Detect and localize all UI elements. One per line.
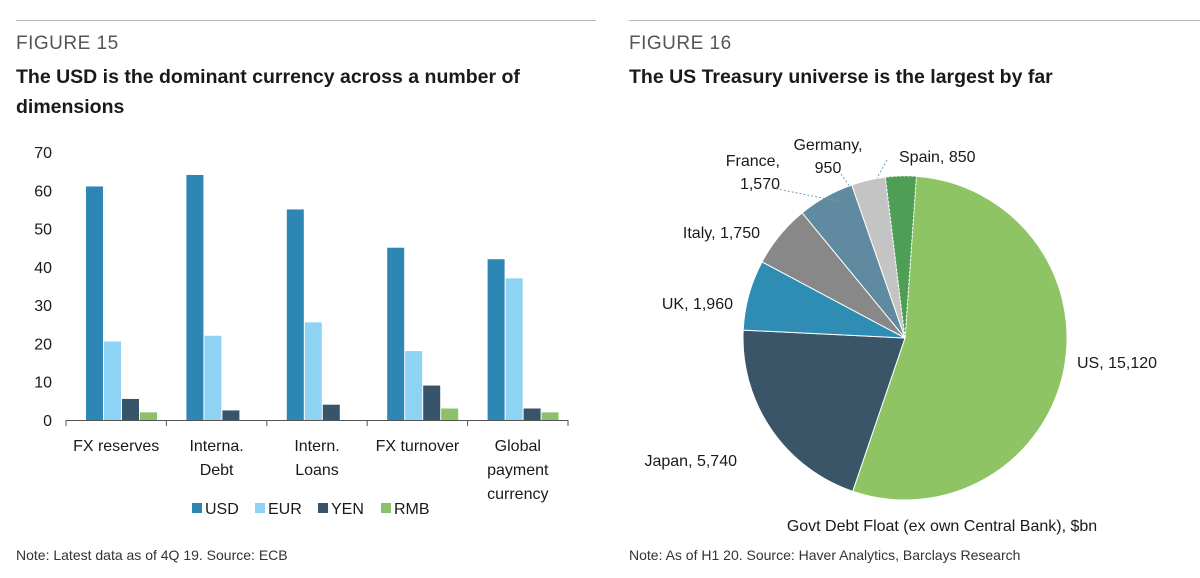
top-divider (629, 20, 1200, 21)
bar-usd (286, 209, 304, 420)
y-tick-label: 30 (34, 298, 52, 315)
figure-note: Note: Latest data as of 4Q 19. Source: E… (16, 547, 288, 563)
bar-yen (523, 408, 541, 420)
x-axis-label: Govt Debt Float (ex own Central Bank), $… (787, 518, 1097, 535)
leader-line-spain (876, 159, 888, 179)
bar-yen (423, 385, 441, 420)
slice-label-uk: UK, 1,960 (662, 296, 733, 313)
figure-label: FIGURE 15 (16, 33, 119, 54)
y-tick-label: 50 (34, 222, 52, 239)
figure-label: FIGURE 16 (629, 33, 732, 54)
y-tick-label: 60 (34, 183, 52, 200)
slice-label-us: US, 15,120 (1077, 355, 1157, 372)
legend-swatch-rmb (381, 503, 391, 513)
x-tick-label: FX turnover (376, 438, 460, 455)
pie-slice-spain (884, 175, 917, 339)
figure-title: The USD is the dominant currency across … (16, 66, 520, 118)
legend-swatch-eur (255, 503, 265, 513)
leader-line-france (771, 187, 844, 203)
bar-rmb (140, 412, 157, 420)
slice-label-spain: Spain, 850 (899, 149, 976, 166)
legend-label-usd: USD (205, 501, 239, 518)
x-tick-label: Intern. Loans (294, 438, 339, 479)
bar-chart: 0 10 20 30 40 50 60 70 FX reserves Interna. Debt In… (34, 145, 569, 518)
x-tick-label: Interna. Debt (189, 438, 243, 479)
legend-swatch-usd (192, 503, 202, 513)
bar-usd (487, 259, 505, 420)
y-tick-label: 10 (34, 375, 52, 392)
figure-16-panel: FIGURE 16 The US Treasury universe is th… (615, 0, 1200, 578)
bar-usd (186, 174, 204, 420)
y-tick-label: 0 (43, 413, 52, 430)
slice-label-italy: Italy, 1,750 (683, 225, 760, 242)
legend-label-rmb: RMB (394, 501, 430, 518)
legend-label-eur: EUR (268, 501, 302, 518)
x-tick-label: FX reserves (73, 438, 159, 455)
bar-eur (104, 341, 121, 420)
figure-note: Note: As of H1 20. Source: Haver Analyti… (629, 547, 1021, 563)
y-tick-label: 40 (34, 260, 52, 277)
bar-eur (405, 351, 423, 420)
top-divider (16, 20, 596, 21)
y-tick-label: 70 (34, 145, 52, 162)
leader-line-germany (840, 173, 852, 189)
bar-rmb (441, 408, 459, 420)
slice-label-germany: Germany, 950 (793, 137, 862, 177)
bar-eur (505, 278, 523, 420)
pie-slice-us (852, 175, 1068, 501)
bar-eur (204, 335, 222, 420)
pie-slice-japan (742, 329, 906, 492)
figure-title: The US Treasury universe is the largest … (629, 66, 1053, 88)
bar-eur (304, 322, 322, 420)
y-tick-label: 20 (34, 336, 52, 353)
legend-label-yen: YEN (331, 501, 364, 518)
bar-yen (222, 410, 240, 420)
pie-chart: US, 15,120 Japan, 5,740 UK, 1,960 Italy, 1,… (644, 137, 1157, 535)
bar-yen (322, 404, 340, 420)
figure-15-panel: FIGURE 15 The USD is the dominant curren… (16, 20, 596, 563)
bar-yen (122, 398, 139, 420)
legend-swatch-yen (318, 503, 328, 513)
slice-label-japan: Japan, 5,740 (644, 453, 737, 470)
bar-rmb (541, 412, 559, 420)
bar-usd (86, 186, 103, 420)
x-tick-label: Global payment currency (487, 438, 549, 503)
slice-label-france: France, 1,570 (726, 153, 780, 193)
bar-usd (387, 247, 405, 420)
